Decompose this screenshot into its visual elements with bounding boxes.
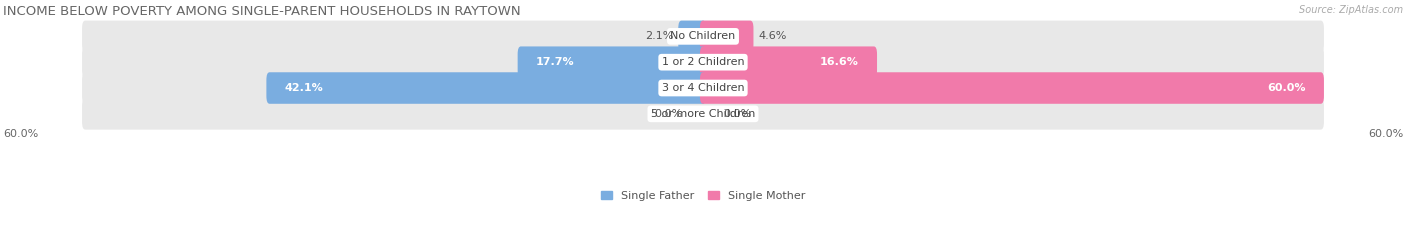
Text: 60.0%: 60.0% bbox=[3, 129, 38, 139]
Text: No Children: No Children bbox=[671, 31, 735, 41]
FancyBboxPatch shape bbox=[678, 21, 706, 52]
FancyBboxPatch shape bbox=[82, 72, 1324, 104]
Text: 16.6%: 16.6% bbox=[820, 57, 859, 67]
FancyBboxPatch shape bbox=[700, 72, 1324, 104]
Text: 0.0%: 0.0% bbox=[654, 109, 682, 119]
Text: 1 or 2 Children: 1 or 2 Children bbox=[662, 57, 744, 67]
FancyBboxPatch shape bbox=[700, 21, 754, 52]
Text: 17.7%: 17.7% bbox=[536, 57, 575, 67]
Text: 2.1%: 2.1% bbox=[645, 31, 673, 41]
Text: 60.0%: 60.0% bbox=[1368, 129, 1403, 139]
Text: 4.6%: 4.6% bbox=[759, 31, 787, 41]
Legend: Single Father, Single Mother: Single Father, Single Mother bbox=[596, 186, 810, 206]
FancyBboxPatch shape bbox=[700, 46, 877, 78]
FancyBboxPatch shape bbox=[82, 46, 1324, 78]
FancyBboxPatch shape bbox=[82, 98, 1324, 130]
Text: 42.1%: 42.1% bbox=[285, 83, 323, 93]
Text: Source: ZipAtlas.com: Source: ZipAtlas.com bbox=[1299, 5, 1403, 15]
Text: 3 or 4 Children: 3 or 4 Children bbox=[662, 83, 744, 93]
Text: 5 or more Children: 5 or more Children bbox=[651, 109, 755, 119]
FancyBboxPatch shape bbox=[266, 72, 706, 104]
Text: 0.0%: 0.0% bbox=[724, 109, 752, 119]
FancyBboxPatch shape bbox=[517, 46, 706, 78]
Text: INCOME BELOW POVERTY AMONG SINGLE-PARENT HOUSEHOLDS IN RAYTOWN: INCOME BELOW POVERTY AMONG SINGLE-PARENT… bbox=[3, 5, 520, 18]
Text: 60.0%: 60.0% bbox=[1267, 83, 1305, 93]
FancyBboxPatch shape bbox=[82, 21, 1324, 52]
